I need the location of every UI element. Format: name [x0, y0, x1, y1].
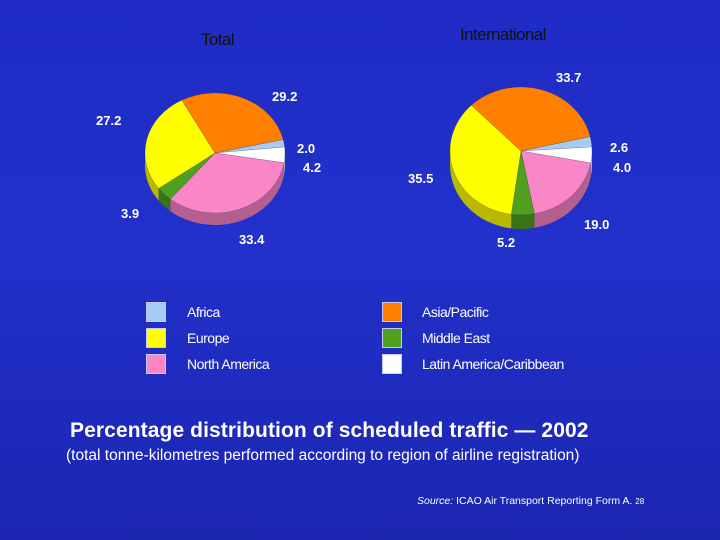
- pie-title-total: Total: [201, 30, 235, 49]
- source-text: ICAO Air Transport Reporting Form A.: [456, 495, 633, 507]
- label-total-latin-america: 4.2: [303, 160, 322, 175]
- intl-slice-north-america: [520, 150, 592, 215]
- legend-label-asia-pacific: Asia/Pacific: [422, 304, 489, 320]
- label-total-africa: 2.0: [297, 141, 316, 156]
- total-slice-europe: [144, 99, 216, 189]
- total-side-middle-east: [158, 188, 171, 212]
- total-side-north-america: [170, 162, 285, 226]
- intl-side-middle-east: [511, 213, 535, 229]
- total-slice-north-america: [169, 152, 285, 214]
- page-number: 28: [635, 497, 645, 506]
- pie-total: [144, 92, 286, 226]
- legend-swatch-latin-america: [382, 354, 402, 374]
- intl-side-latin-america-caribbean: [590, 151, 592, 177]
- label-intl-latin-america: 4.0: [613, 160, 632, 175]
- legend-label-north-america: North America: [187, 356, 270, 372]
- label-total-middle-east: 3.9: [121, 206, 140, 221]
- legend-label-africa: Africa: [187, 304, 220, 320]
- label-total-europe: 27.2: [96, 113, 122, 128]
- legend-swatch-europe: [146, 328, 166, 348]
- chart-title: Percentage distribution of scheduled tra…: [70, 419, 589, 442]
- total-side-latin-america-caribbean: [284, 153, 285, 175]
- chart-subtitle: (total tonne-kilometres performed accord…: [66, 447, 580, 464]
- legend-label-latin-america: Latin America/Caribbean: [422, 356, 564, 372]
- pie-international: [449, 86, 593, 229]
- total-slice-asia-pacific: [181, 92, 284, 154]
- legend-swatch-africa: [146, 302, 166, 322]
- intl-slice-africa: [520, 136, 593, 152]
- legend-swatch-asia-pacific: [382, 302, 402, 322]
- intl-slice-europe: [449, 104, 522, 215]
- legend-swatch-middle-east: [382, 328, 402, 348]
- label-intl-asia-pacific: 33.7: [556, 70, 582, 85]
- source-prefix: Source:: [417, 495, 454, 507]
- source-note: Source: ICAO Air Transport Reporting For…: [417, 495, 644, 507]
- total-slice-middle-east: [158, 152, 216, 200]
- label-intl-africa: 2.6: [610, 140, 629, 155]
- label-total-north-america: 33.4: [239, 232, 265, 247]
- label-intl-north-america: 19.0: [584, 217, 610, 232]
- intl-slice-asia-pacific: [471, 86, 591, 152]
- total-slice-latin-america-caribbean: [214, 146, 286, 164]
- legend-swatch-north-america: [146, 354, 166, 374]
- pie-title-international: International: [460, 25, 546, 44]
- intl-slice-middle-east: [510, 150, 535, 216]
- label-total-asia-pacific: 29.2: [272, 89, 298, 104]
- intl-slice-latin-america-caribbean: [520, 146, 593, 164]
- total-side-europe: [145, 153, 159, 201]
- label-intl-middle-east: 5.2: [497, 235, 516, 250]
- legend-label-middle-east: Middle East: [422, 330, 490, 346]
- intl-side-north-america: [534, 162, 591, 228]
- total-slice-africa: [214, 139, 285, 154]
- intl-side-europe: [450, 151, 512, 229]
- label-intl-europe: 35.5: [408, 171, 434, 186]
- legend-label-europe: Europe: [187, 330, 230, 346]
